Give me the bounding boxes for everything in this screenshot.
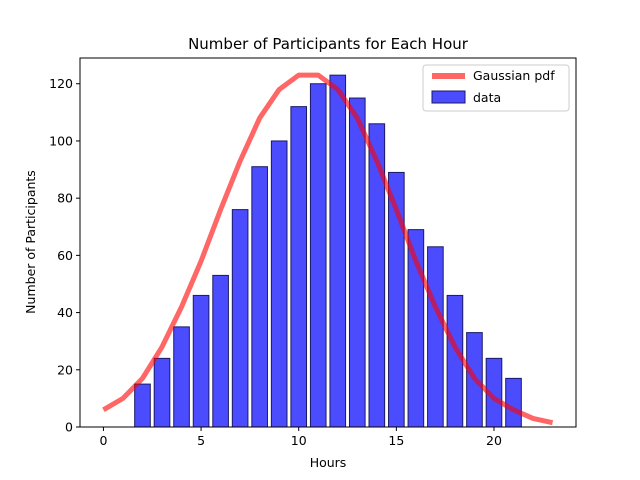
y-tick-label-40: 40 [57,305,73,320]
chart-title: Number of Participants for Each Hour [188,35,469,53]
x-tick-label-20: 20 [486,433,502,448]
y-tick-label-20: 20 [57,362,73,377]
bar-hour-12 [329,74,347,428]
legend: Gaussian pdf data [422,64,570,112]
y-tick-label-80: 80 [57,191,73,206]
y-axis-label: Number of Participants [23,170,38,314]
legend-bar-swatch [431,90,466,104]
x-tick-label-10: 10 [291,433,307,448]
y-axis: 0 20 40 60 80 100 120 [49,76,80,435]
y-tick-label-120: 120 [49,76,73,91]
bar-hour-9 [270,140,288,428]
bar-hour-11 [309,83,327,428]
bar-hour-4 [173,326,190,428]
x-tick-label-5: 5 [197,433,205,448]
bar-hour-6 [212,274,229,428]
bar-hour-18 [446,294,464,428]
y-tick-label-0: 0 [65,420,73,435]
x-axis: 0 5 10 15 20 [99,427,502,448]
legend-label-gaussian: Gaussian pdf [473,68,555,83]
gaussian-curve [102,72,554,426]
bar-hour-8 [251,166,268,428]
bar-hour-21 [505,377,522,428]
curve-layer [102,72,554,426]
bar-hour-17 [427,246,444,428]
y-tick-label-100: 100 [49,133,73,148]
bar-hour-7 [231,209,249,428]
bar-hour-2 [134,383,151,428]
plot-frame [79,57,577,428]
bar-hour-10 [290,106,308,428]
x-axis-label: Hours [310,455,347,470]
x-tick-label-0: 0 [99,433,107,448]
legend-label-data: data [473,90,501,105]
bar-hour-3 [153,357,171,428]
x-tick-label-15: 15 [388,433,404,448]
bar-hour-13 [348,97,366,428]
y-tick-label-60: 60 [57,248,73,263]
bar-hour-5 [192,294,210,428]
